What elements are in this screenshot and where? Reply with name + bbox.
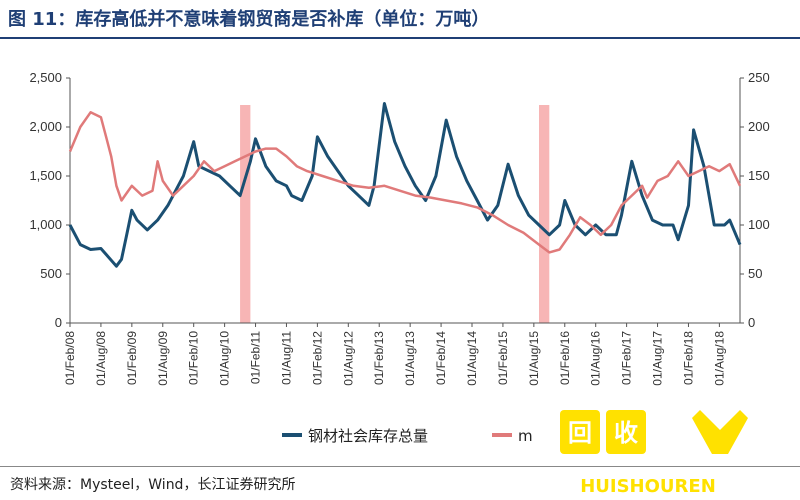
x-tick-label: 01/Aug/16 xyxy=(589,331,603,386)
watermark-glyph-2: 收 xyxy=(614,419,638,447)
x-tick-label: 01/Aug/08 xyxy=(94,331,108,386)
x-tick-label: 01/Aug/17 xyxy=(651,331,665,386)
chart-axes xyxy=(69,78,741,324)
x-tick-label: 01/Aug/13 xyxy=(403,331,417,386)
title-divider xyxy=(0,37,800,39)
watermark-brand-text: HUISHOUREN xyxy=(580,476,716,497)
x-tick-label: 01/Aug/12 xyxy=(341,331,355,386)
y-left-tick-label: 1,500 xyxy=(29,168,62,183)
x-tick-label: 01/Feb/15 xyxy=(496,331,510,385)
y-axis-left-ticks: 0 500 1,000 1,500 2,000 2,500 xyxy=(29,70,70,330)
watermark-figure-icon xyxy=(692,410,748,454)
x-tick-label: 01/Aug/14 xyxy=(465,331,479,386)
highlight-bands xyxy=(240,105,550,323)
x-tick-label: 01/Feb/17 xyxy=(620,331,634,385)
y-right-tick-label: 50 xyxy=(748,266,762,281)
highlight-band-2 xyxy=(539,105,550,323)
y-right-tick-label: 0 xyxy=(748,315,755,330)
x-tick-label: 01/Feb/12 xyxy=(310,331,324,385)
x-tick-label: 01/Aug/10 xyxy=(218,331,232,386)
x-tick-label: 01/Feb/14 xyxy=(434,331,448,385)
series-line-2 xyxy=(68,111,742,254)
watermark-glyph-box-1 xyxy=(560,410,600,454)
y-left-tick-label: 2,500 xyxy=(29,70,62,85)
y-axis-right-ticks: 0 50 100 150 200 250 xyxy=(740,70,770,330)
x-tick-label: 01/Feb/13 xyxy=(372,331,386,385)
x-tick-label: 01/Feb/10 xyxy=(187,331,201,385)
x-tick-label: 01/Aug/18 xyxy=(712,331,726,386)
x-tick-label: 01/Aug/15 xyxy=(527,331,541,386)
y-right-tick-label: 200 xyxy=(748,119,770,134)
y-right-tick-label: 100 xyxy=(748,217,770,232)
y-left-tick-label: 1,000 xyxy=(29,217,62,232)
watermark-glyph-1: 回 xyxy=(568,419,592,447)
x-tick-label: 01/Feb/11 xyxy=(249,331,263,384)
x-tick-label: 01/Feb/08 xyxy=(63,331,77,385)
highlight-band-1 xyxy=(240,105,251,323)
x-tick-label: 01/Aug/09 xyxy=(156,331,170,386)
legend: 钢材社会库存总量 m xyxy=(282,427,533,445)
x-tick-label: 01/Feb/09 xyxy=(125,331,139,385)
y-left-tick-label: 2,000 xyxy=(29,119,62,134)
x-tick-label: 01/Feb/16 xyxy=(558,331,572,385)
y-right-tick-label: 250 xyxy=(748,70,770,85)
source-note: 资料来源：Mysteel，Wind，长江证券研究所 xyxy=(10,477,296,493)
chart-title: 图 11：库存高低并不意味着钢贸商是否补库（单位：万吨） xyxy=(8,9,490,30)
huishouren-watermark: 回 收 HUISHOUREN xyxy=(560,410,748,497)
series-line-1 xyxy=(68,102,742,268)
y-left-tick-label: 500 xyxy=(40,266,62,281)
legend-label-series2: m xyxy=(518,427,533,445)
y-right-tick-label: 150 xyxy=(748,168,770,183)
legend-label-series1: 钢材社会库存总量 xyxy=(308,427,428,445)
x-tick-label: 01/Aug/11 xyxy=(279,331,293,385)
x-axis-ticks: 01/Feb/08 01/Aug/08 01/Feb/09 01/Aug/09 01/F… xyxy=(63,323,726,386)
y-left-tick-label: 0 xyxy=(55,315,62,330)
source-divider xyxy=(0,466,800,467)
series-lines xyxy=(68,102,742,268)
x-tick-label: 01/Feb/18 xyxy=(681,331,695,385)
watermark-glyph-box-2 xyxy=(606,410,646,454)
